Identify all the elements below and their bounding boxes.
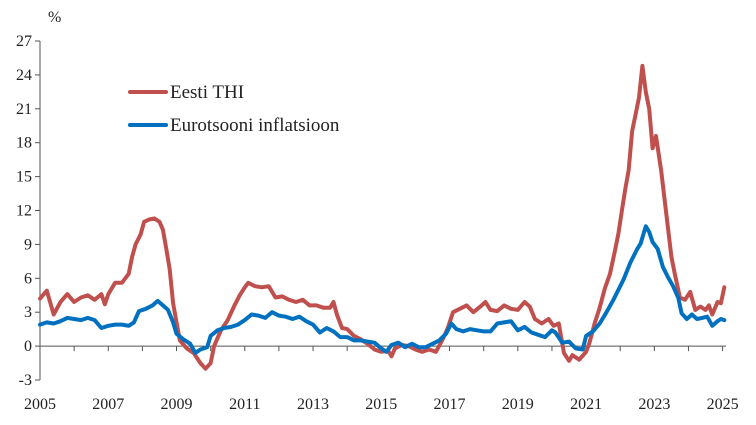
x-tick-label: 2007 [92,396,124,413]
y-tick-label: 9 [24,236,32,253]
x-axis: 2005 2007 2009 2011 2013 2015 2017 2019 2021 2023… [24,345,739,413]
x-tick-label: 2019 [502,396,534,413]
y-axis-unit-label: % [48,9,61,26]
x-tick-label: 2011 [229,396,260,413]
y-tick-label: 24 [16,67,32,84]
series-lines [38,63,727,371]
x-tick-label: 2015 [365,396,397,413]
series-line-eesti-thi [38,63,727,371]
x-tick-label: 2023 [638,396,670,413]
x-tick-label: 2017 [434,396,466,413]
y-axis: -3 0 3 6 9 12 15 18 21 24 27 [16,33,41,389]
legend-label-eurotsooni-inflatsioon: Eurotsooni inflatsioon [170,115,340,136]
x-tick-label: 2005 [24,396,56,413]
legend: Eesti THI Eurotsooni inflatsioon [128,82,340,136]
y-tick-label: 3 [24,304,32,321]
x-tick-label: 2009 [161,396,193,413]
y-tick-label: 27 [16,33,32,50]
x-tick-label: 2025 [707,396,739,413]
y-tick-label: 12 [16,203,32,220]
y-tick-label: -3 [19,372,32,389]
y-tick-label: 15 [16,169,32,186]
legend-label-eesti-thi: Eesti THI [170,82,244,103]
x-tick-label: 2013 [297,396,329,413]
y-tick-label: 0 [24,338,32,355]
x-tick-label: 2021 [570,396,602,413]
y-tick-label: 21 [16,101,32,118]
y-tick-label: 6 [24,270,32,287]
y-tick-label: 18 [16,135,32,152]
series-line-eurotsooni-inflatsioon [38,224,727,355]
